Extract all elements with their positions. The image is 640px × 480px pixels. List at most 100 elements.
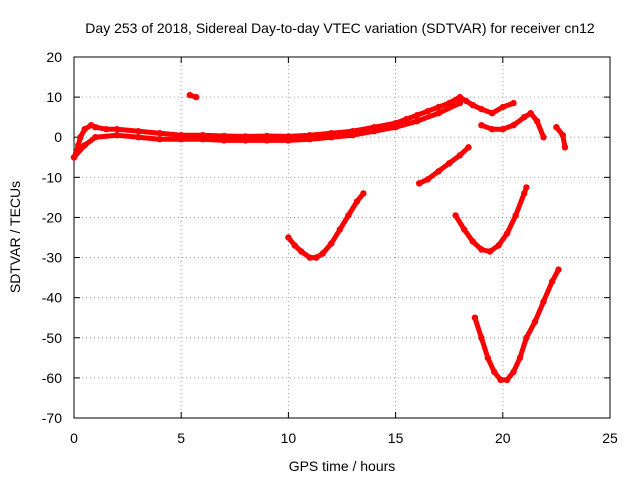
data-point [521, 190, 528, 197]
series-line [472, 267, 561, 383]
data-point [81, 142, 88, 149]
data-point [510, 99, 517, 107]
data-point [435, 110, 442, 117]
data-point [456, 93, 464, 101]
data-point [478, 105, 485, 113]
x-tick-label: 20 [495, 430, 511, 446]
data-point [499, 103, 506, 111]
data-point [424, 176, 431, 183]
data-point [469, 101, 476, 109]
data-point [336, 226, 344, 233]
data-point [313, 254, 320, 261]
data-point [178, 136, 185, 143]
data-point [559, 132, 566, 139]
data-point [416, 180, 423, 187]
data-point [456, 152, 464, 159]
data-point [523, 334, 530, 341]
data-point [463, 97, 470, 105]
data-point [478, 334, 485, 341]
data-point [435, 168, 442, 175]
series-line [71, 100, 463, 160]
data-point [156, 130, 163, 137]
series-deep-arc [471, 266, 562, 384]
y-tick-label: -50 [42, 330, 62, 346]
data-point [497, 376, 504, 384]
x-axis-label: GPS time / hours [289, 458, 396, 474]
data-point [516, 354, 524, 361]
data-point [220, 137, 228, 144]
data-point [503, 376, 511, 384]
data-point [478, 246, 485, 253]
data-point [531, 318, 539, 325]
data-point [353, 198, 361, 205]
data-point [403, 116, 410, 123]
data-point [527, 110, 534, 117]
chart-title: Day 253 of 2018, Sidereal Day-to-day VTE… [85, 20, 595, 36]
data-point [413, 118, 421, 125]
y-tick-label: 20 [46, 49, 62, 65]
y-tick-label: 10 [46, 89, 62, 105]
data-point [263, 137, 271, 144]
data-point [193, 93, 200, 101]
data-point [220, 132, 228, 140]
data-point [328, 240, 335, 247]
data-point [392, 124, 399, 131]
data-point [484, 354, 491, 361]
x-tick-label: 5 [177, 430, 185, 446]
data-point [555, 266, 562, 273]
plot-frame [73, 56, 611, 419]
y-tick-label: -20 [42, 209, 62, 225]
y-tick-label: -40 [42, 290, 62, 306]
data-point [540, 298, 547, 305]
y-tick-label: -30 [42, 250, 62, 266]
data-point [540, 134, 547, 141]
x-tick-label: 15 [388, 430, 404, 446]
data-point [306, 254, 313, 261]
data-point [81, 126, 88, 133]
data-point [488, 110, 496, 117]
series-line [453, 184, 529, 254]
data-point [446, 160, 453, 167]
series-baseline [70, 93, 517, 161]
data-point [306, 136, 313, 143]
y-tick-label: -60 [42, 370, 62, 386]
data-point [285, 137, 292, 144]
data-point [521, 114, 528, 121]
data-point [92, 134, 99, 141]
data-point [103, 126, 110, 133]
data-point [242, 137, 249, 144]
series-arc-10 [285, 190, 367, 261]
data-point [533, 118, 541, 125]
data-point [510, 122, 517, 129]
data-point [113, 132, 121, 139]
series-late-upper [478, 110, 547, 141]
data-point [285, 234, 292, 241]
series-short-segment [186, 91, 200, 101]
y-tick-label: -10 [42, 169, 62, 185]
data-point [156, 136, 163, 143]
series-line [71, 94, 516, 160]
data-point [345, 212, 352, 219]
x-tick-label: 0 [70, 430, 78, 446]
series-line [285, 190, 366, 261]
data-point [263, 132, 271, 140]
data-point [471, 314, 479, 321]
data-point [135, 134, 142, 141]
data-point [113, 126, 121, 133]
data-point [510, 368, 517, 376]
data-point [135, 128, 142, 135]
series-baseline-lower [70, 99, 464, 161]
y-axis-label: SDTVAR / TECUs [7, 181, 23, 293]
data-point [298, 248, 305, 255]
data-point [503, 230, 511, 237]
x-tick-label: 25 [602, 430, 618, 446]
data-point [75, 142, 82, 149]
x-tick-label: 10 [281, 430, 297, 446]
data-point [328, 134, 335, 141]
data-point [478, 122, 485, 129]
data-point [456, 99, 464, 107]
data-point [319, 250, 326, 257]
data-point [371, 128, 378, 135]
y-tick-label: 0 [54, 129, 62, 145]
